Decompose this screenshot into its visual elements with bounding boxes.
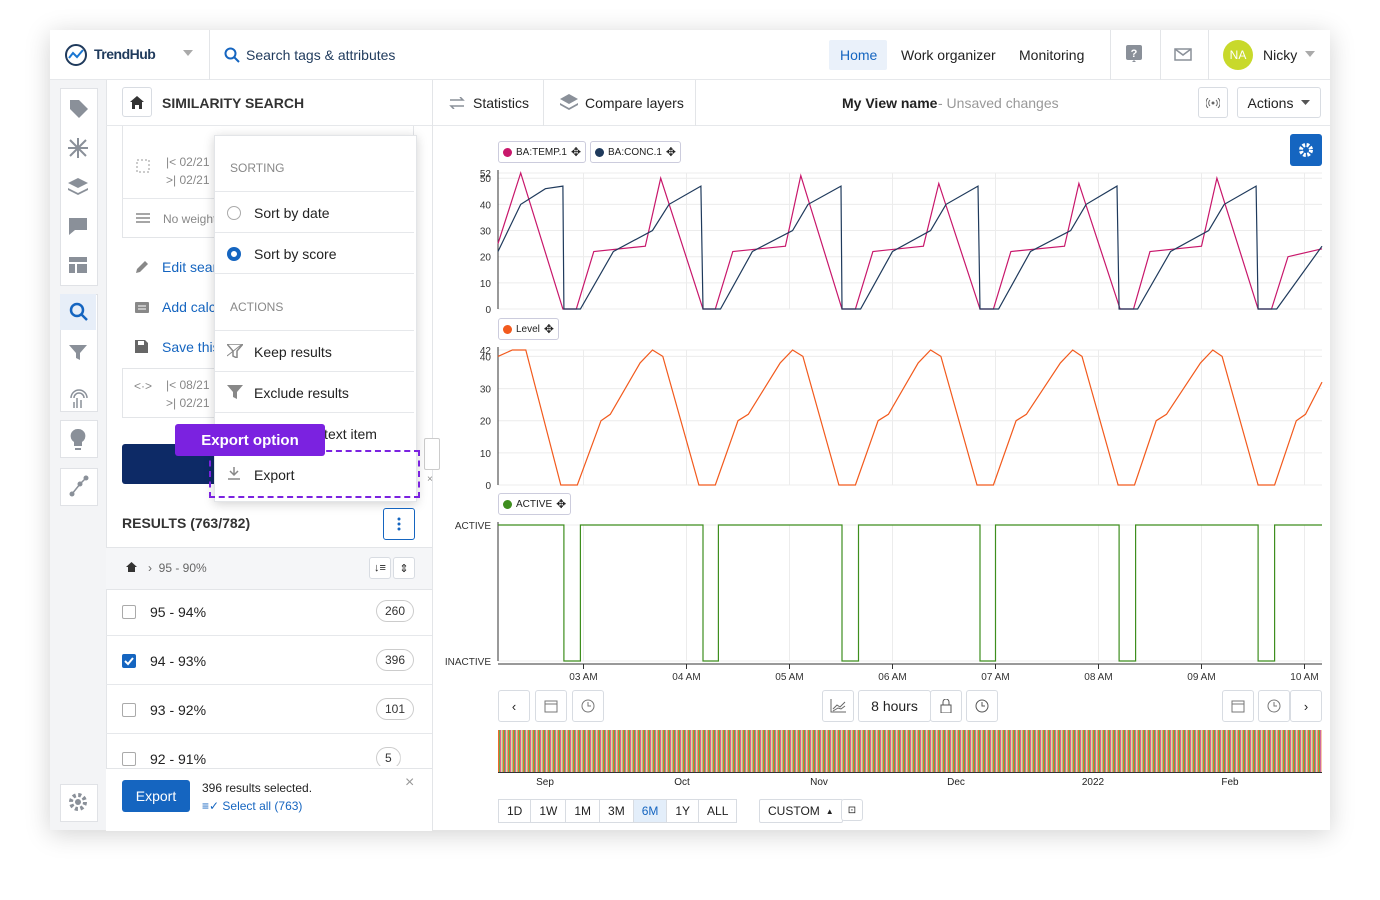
clock-button[interactable]: [1258, 690, 1290, 722]
legend-dot: [503, 325, 512, 334]
line: [498, 350, 1322, 485]
calendar-button[interactable]: [535, 690, 567, 722]
y-tick-label: 40: [480, 200, 492, 211]
y-tick-label: 30: [480, 385, 492, 396]
chart-button[interactable]: [822, 690, 854, 722]
x-tick-label: 07 AM: [981, 672, 1009, 683]
range-button[interactable]: ALL: [698, 799, 737, 823]
x-tick-label: 06 AM: [878, 672, 906, 683]
line: [498, 173, 1322, 309]
range-buttons: 1D1W1M3M6M1YALL: [498, 799, 736, 823]
legend-dot: [503, 148, 512, 157]
range-button[interactable]: 1W: [530, 799, 566, 823]
move-icon: ✥: [544, 322, 554, 336]
navigator[interactable]: [498, 730, 1322, 773]
move-icon: ✥: [666, 145, 676, 159]
y-tick-label: ACTIVE: [455, 521, 491, 532]
custom-label: CUSTOM: [768, 804, 820, 818]
step-line: [498, 525, 1322, 661]
navigator-label: Sep: [533, 777, 557, 788]
y-tick-label: 20: [480, 417, 492, 428]
navigator-label: Nov: [807, 777, 831, 788]
legend-dot: [595, 148, 604, 157]
y-tick-label: 30: [480, 227, 492, 238]
y-tick-label: 0: [485, 481, 491, 492]
y-tick-label: 10: [480, 449, 492, 460]
clock-button[interactable]: [572, 690, 604, 722]
y-tick-label: 52: [480, 169, 492, 180]
x-tick-label: 09 AM: [1187, 672, 1215, 683]
next-button[interactable]: ›: [1290, 690, 1322, 722]
y-tick-label: INACTIVE: [445, 657, 491, 668]
y-tick-label: 20: [480, 253, 492, 264]
navigator-label: Feb: [1218, 777, 1242, 788]
x-tick-label: 05 AM: [775, 672, 803, 683]
legend-entry[interactable]: Level ✥: [498, 318, 559, 340]
navigator-label: 2022: [1081, 777, 1105, 788]
x-tick-label: 04 AM: [672, 672, 700, 683]
legend-label: BA:CONC.1: [608, 147, 662, 158]
y-tick-label: 0: [485, 305, 491, 316]
range-button[interactable]: 3M: [599, 799, 634, 823]
x-tick-label: 10 AM: [1290, 672, 1318, 683]
custom-icon[interactable]: ⊡: [841, 799, 863, 821]
legend: Level ✥: [498, 318, 563, 340]
navigator-label: Dec: [944, 777, 968, 788]
legend-label: ACTIVE: [516, 499, 552, 510]
range-button[interactable]: 6M: [633, 799, 668, 823]
move-icon: ✥: [556, 497, 566, 511]
lock-button[interactable]: [930, 690, 962, 722]
custom-button[interactable]: CUSTOM▲: [759, 799, 843, 823]
history-button[interactable]: [966, 690, 998, 722]
move-icon: ✥: [571, 145, 581, 159]
y-tick-label: 42: [480, 346, 492, 357]
x-tick-label: 08 AM: [1084, 672, 1112, 683]
legend-label: BA:TEMP.1: [516, 147, 567, 158]
x-tick-label: 03 AM: [569, 672, 597, 683]
range-button[interactable]: 1D: [498, 799, 531, 823]
legend-entry[interactable]: BA:TEMP.1 ✥: [498, 141, 586, 163]
prev-button[interactable]: ‹: [498, 690, 530, 722]
window-button[interactable]: 8 hours: [858, 690, 931, 722]
range-button[interactable]: 1M: [565, 799, 600, 823]
legend-label: Level: [516, 324, 540, 335]
navigator-label: Oct: [670, 777, 694, 788]
y-tick-label: 10: [480, 279, 492, 290]
legend-entry[interactable]: BA:CONC.1 ✥: [590, 141, 681, 163]
calendar-button[interactable]: [1222, 690, 1254, 722]
legend-entry[interactable]: ACTIVE ✥: [498, 493, 571, 515]
legend: BA:TEMP.1 ✥ BA:CONC.1 ✥: [498, 141, 685, 163]
range-button[interactable]: 1Y: [666, 799, 699, 823]
legend-dot: [503, 500, 512, 509]
legend: ACTIVE ✥: [498, 493, 575, 515]
